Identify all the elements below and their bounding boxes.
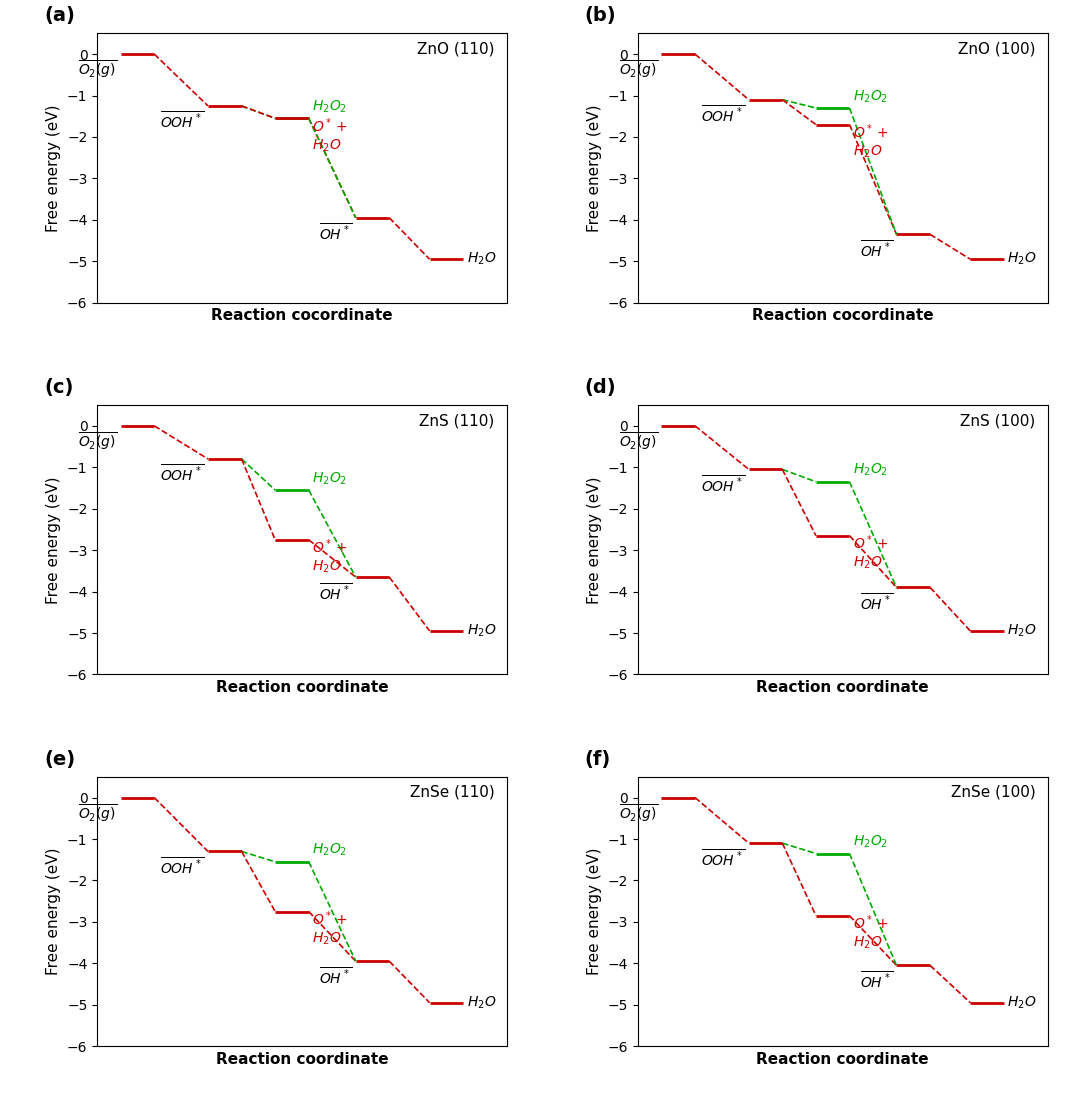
Text: $H_2O_2$: $H_2O_2$	[312, 99, 348, 115]
Text: $O^*+$
$H_2O$: $O^*+$ $H_2O$	[853, 122, 889, 160]
Text: $H_2O$: $H_2O$	[1008, 252, 1037, 267]
X-axis label: Reaction coordinate: Reaction coordinate	[756, 1052, 929, 1066]
Y-axis label: Free energy (eV): Free energy (eV)	[46, 476, 62, 603]
Y-axis label: Free energy (eV): Free energy (eV)	[46, 105, 62, 232]
X-axis label: Reaction cocordinate: Reaction cocordinate	[752, 308, 933, 323]
Text: $\overline{OOH^*}$: $\overline{OOH^*}$	[701, 847, 745, 868]
Text: $H_2O_2$: $H_2O_2$	[853, 88, 888, 105]
Text: $\overline{O_2(g)}$: $\overline{O_2(g)}$	[78, 431, 118, 453]
X-axis label: Reaction cocordinate: Reaction cocordinate	[212, 308, 393, 323]
Text: ZnS (100): ZnS (100)	[960, 413, 1036, 429]
Text: $\overline{OH^*}$: $\overline{OH^*}$	[319, 221, 352, 243]
Text: $\overline{O_2(g)}$: $\overline{O_2(g)}$	[78, 802, 118, 825]
Text: $\overline{OH^*}$: $\overline{OH^*}$	[860, 238, 893, 259]
Text: $\overline{OOH^*}$: $\overline{OOH^*}$	[161, 856, 204, 877]
Text: $H_2O_2$: $H_2O_2$	[853, 834, 888, 850]
Y-axis label: Free energy (eV): Free energy (eV)	[588, 476, 603, 603]
Y-axis label: Free energy (eV): Free energy (eV)	[588, 105, 603, 232]
Text: (e): (e)	[44, 750, 76, 769]
Text: $H_2O$: $H_2O$	[467, 995, 496, 1011]
Text: $\overline{O_2(g)}$: $\overline{O_2(g)}$	[619, 59, 658, 81]
Text: ZnSe (100): ZnSe (100)	[950, 785, 1036, 800]
Text: $O^*+$
$H_2O$: $O^*+$ $H_2O$	[312, 538, 348, 575]
Text: $\overline{OH^*}$: $\overline{OH^*}$	[319, 965, 352, 986]
X-axis label: Reaction coordinate: Reaction coordinate	[216, 680, 389, 695]
Text: $\overline{O_2(g)}$: $\overline{O_2(g)}$	[619, 431, 658, 453]
Text: $H_2O_2$: $H_2O_2$	[853, 462, 888, 479]
Text: $H_2O$: $H_2O$	[467, 252, 496, 267]
Text: (f): (f)	[584, 750, 611, 769]
Text: (b): (b)	[584, 7, 617, 26]
Text: $O^*+$
$H_2O$: $O^*+$ $H_2O$	[312, 116, 348, 154]
Text: $H_2O$: $H_2O$	[1008, 623, 1037, 639]
Y-axis label: Free energy (eV): Free energy (eV)	[46, 848, 62, 975]
Text: $\overline{O_2(g)}$: $\overline{O_2(g)}$	[78, 59, 118, 81]
Text: $O^*+$
$H_2O$: $O^*+$ $H_2O$	[312, 909, 348, 947]
X-axis label: Reaction coordinate: Reaction coordinate	[756, 680, 929, 695]
Text: $\overline{OOH^*}$: $\overline{OOH^*}$	[161, 110, 204, 131]
Text: (c): (c)	[44, 378, 73, 397]
Text: $\overline{O_2(g)}$: $\overline{O_2(g)}$	[619, 802, 658, 825]
Text: $H_2O_2$: $H_2O_2$	[312, 843, 348, 858]
Text: $\overline{OH^*}$: $\overline{OH^*}$	[860, 592, 893, 612]
Text: $H_2O$: $H_2O$	[467, 623, 496, 639]
X-axis label: Reaction coordinate: Reaction coordinate	[216, 1052, 389, 1066]
Text: (a): (a)	[44, 7, 75, 26]
Text: $O^*+$
$H_2O$: $O^*+$ $H_2O$	[853, 533, 889, 571]
Text: $H_2O$: $H_2O$	[1008, 995, 1037, 1011]
Text: $\overline{OOH^*}$: $\overline{OOH^*}$	[161, 463, 204, 484]
Text: (d): (d)	[584, 378, 617, 397]
Text: ZnO (100): ZnO (100)	[958, 41, 1036, 57]
Text: $\overline{OOH^*}$: $\overline{OOH^*}$	[701, 104, 745, 125]
Text: ZnSe (110): ZnSe (110)	[409, 785, 495, 800]
Text: $\overline{OH^*}$: $\overline{OH^*}$	[860, 969, 893, 991]
Text: $H_2O_2$: $H_2O_2$	[312, 471, 348, 486]
Text: $\overline{OH^*}$: $\overline{OH^*}$	[319, 581, 352, 602]
Text: ZnS (110): ZnS (110)	[419, 413, 495, 429]
Text: $\overline{OOH^*}$: $\overline{OOH^*}$	[701, 473, 745, 494]
Text: ZnO (110): ZnO (110)	[417, 41, 495, 57]
Text: $O^*+$
$H_2O$: $O^*+$ $H_2O$	[853, 914, 889, 951]
Y-axis label: Free energy (eV): Free energy (eV)	[588, 848, 603, 975]
